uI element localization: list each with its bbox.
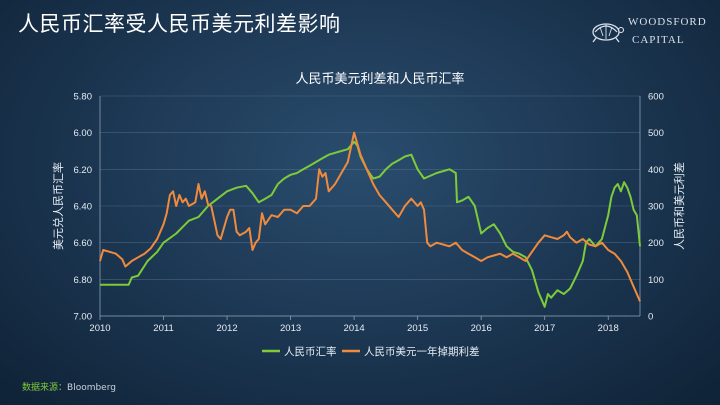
chart-title: 人民币美元利差和人民币汇率	[295, 71, 464, 86]
slide-title: 人民币汇率受人民币美元利差影响	[18, 12, 341, 36]
y-left-tick-label: 6.40	[74, 202, 93, 213]
x-tick-label: 2010	[89, 323, 110, 334]
x-tick-label: 2018	[598, 323, 619, 334]
legend-label: 人民币美元一年掉期利差	[364, 345, 480, 358]
x-tick-label: 2017	[534, 323, 555, 334]
x-tick-label: 2012	[216, 323, 237, 334]
chart-legend: 人民币汇率 人民币美元一年掉期利差	[262, 345, 480, 358]
y-axis-left-label: 美元兑人民币汇率	[51, 162, 65, 250]
y-right-tick-label: 400	[648, 165, 664, 176]
x-tick-label: 2016	[471, 323, 492, 334]
y-left-tick-label: 5.80	[74, 92, 93, 103]
legend-label: 人民币汇率	[284, 345, 337, 358]
data-source: 数据来源：Bloomberg	[22, 380, 116, 393]
y-right-tick-label: 500	[648, 128, 664, 139]
source-value: Bloomberg	[67, 383, 116, 393]
series-line-1	[100, 140, 641, 308]
y-left-tick-label: 6.00	[74, 128, 93, 139]
y-left-tick-label: 6.20	[74, 165, 93, 176]
y-right-tick-label: 100	[648, 275, 664, 286]
chart-axes: 5.80 6.00 6.20 6.40 6.60 6.80 7.00 0 100 200 300 40…	[74, 92, 664, 335]
y-right-tick-label: 0	[648, 312, 653, 323]
y-left-tick-label: 6.80	[74, 275, 93, 286]
company-logo: WOODSFORD CAPITAL	[586, 10, 706, 54]
y-right-tick-label: 600	[648, 92, 664, 103]
y-right-tick-label: 200	[648, 238, 664, 249]
x-tick-label: 2014	[344, 323, 365, 334]
source-label: 数据来源：	[22, 383, 68, 393]
logo-line2: CAPITAL	[632, 34, 685, 46]
x-tick-label: 2011	[153, 323, 173, 334]
x-tick-label: 2013	[280, 323, 301, 334]
x-tick-label: 2015	[407, 323, 428, 334]
y-right-tick-label: 300	[648, 202, 664, 213]
y-left-tick-label: 6.60	[74, 238, 93, 249]
series-line-2	[99, 131, 641, 302]
y-left-tick-label: 7.00	[74, 312, 93, 323]
chart-grid	[100, 95, 640, 317]
turtle-icon	[592, 23, 625, 43]
logo-line1: WOODSFORD	[628, 16, 707, 28]
y-axis-right-label: 人民币和美元利差	[672, 162, 686, 250]
chart-lines	[99, 131, 641, 308]
